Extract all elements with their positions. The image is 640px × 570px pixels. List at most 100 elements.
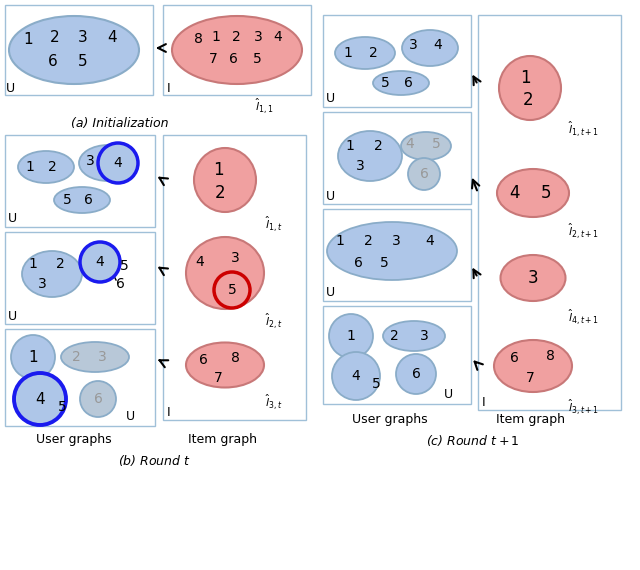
Text: 6: 6 xyxy=(84,193,92,207)
Text: 5: 5 xyxy=(228,283,236,297)
Ellipse shape xyxy=(500,255,566,301)
Ellipse shape xyxy=(402,30,458,66)
Text: $\hat{l}_{1,t}$: $\hat{l}_{1,t}$ xyxy=(265,215,283,234)
Text: 3: 3 xyxy=(38,277,46,291)
Circle shape xyxy=(329,314,373,358)
Text: 1: 1 xyxy=(347,329,355,343)
Text: 3: 3 xyxy=(78,31,88,46)
FancyBboxPatch shape xyxy=(5,135,155,227)
Text: $\hat{l}_{1,1}$: $\hat{l}_{1,1}$ xyxy=(255,97,274,116)
Circle shape xyxy=(408,158,440,190)
Circle shape xyxy=(11,335,55,379)
Text: 3: 3 xyxy=(86,154,94,168)
Text: $\hat{l}_{2,t}$: $\hat{l}_{2,t}$ xyxy=(265,312,283,332)
Text: 8: 8 xyxy=(230,351,239,365)
Text: 2: 2 xyxy=(369,46,378,60)
Text: 4: 4 xyxy=(196,255,204,269)
Text: $\hat{l}_{1,t+1}$: $\hat{l}_{1,t+1}$ xyxy=(568,120,599,140)
Ellipse shape xyxy=(79,145,137,181)
Text: I: I xyxy=(167,405,171,418)
Text: 4: 4 xyxy=(351,369,360,383)
Text: 6: 6 xyxy=(353,256,362,270)
Text: $\hat{l}_{2,t+1}$: $\hat{l}_{2,t+1}$ xyxy=(568,222,599,242)
Text: 5: 5 xyxy=(253,52,261,66)
FancyBboxPatch shape xyxy=(5,232,155,324)
Ellipse shape xyxy=(401,132,451,160)
Text: 1: 1 xyxy=(28,349,38,364)
Text: 6: 6 xyxy=(412,367,420,381)
Circle shape xyxy=(332,352,380,400)
Text: 7: 7 xyxy=(525,371,534,385)
Text: 5: 5 xyxy=(381,76,389,90)
Text: 1: 1 xyxy=(520,69,531,87)
Ellipse shape xyxy=(22,251,82,297)
Text: $\hat{l}_{3,t+1}$: $\hat{l}_{3,t+1}$ xyxy=(568,398,599,417)
Text: 2: 2 xyxy=(50,31,60,46)
Text: $\hat{l}_{4,t+1}$: $\hat{l}_{4,t+1}$ xyxy=(568,308,599,328)
Text: 6: 6 xyxy=(404,76,412,90)
Text: 6: 6 xyxy=(93,392,102,406)
Text: 7: 7 xyxy=(209,52,218,66)
Text: 2: 2 xyxy=(232,30,241,44)
Ellipse shape xyxy=(194,148,256,212)
Text: 1: 1 xyxy=(29,257,37,271)
Text: 5: 5 xyxy=(120,259,129,273)
Text: U: U xyxy=(5,82,15,95)
Text: 4: 4 xyxy=(274,30,282,44)
Ellipse shape xyxy=(172,16,302,84)
Ellipse shape xyxy=(338,131,402,181)
Ellipse shape xyxy=(497,169,569,217)
Text: 2: 2 xyxy=(523,91,533,109)
Circle shape xyxy=(14,373,66,425)
FancyBboxPatch shape xyxy=(478,15,621,410)
Text: 5: 5 xyxy=(380,256,388,270)
Text: I: I xyxy=(482,396,486,409)
Text: 3: 3 xyxy=(230,251,239,265)
Text: U: U xyxy=(325,189,335,202)
Text: User graphs: User graphs xyxy=(36,434,112,446)
Circle shape xyxy=(214,272,250,308)
Text: 4: 4 xyxy=(35,392,45,406)
Ellipse shape xyxy=(18,151,74,183)
Text: U: U xyxy=(325,92,335,105)
Text: 3: 3 xyxy=(98,350,106,364)
Text: U: U xyxy=(8,213,17,226)
FancyBboxPatch shape xyxy=(5,329,155,426)
FancyBboxPatch shape xyxy=(323,306,471,404)
Circle shape xyxy=(80,242,120,282)
Text: 3: 3 xyxy=(528,269,538,287)
FancyBboxPatch shape xyxy=(323,209,471,301)
Text: 6: 6 xyxy=(116,277,124,291)
Text: 2: 2 xyxy=(47,160,56,174)
Text: 5: 5 xyxy=(58,400,67,414)
Text: Item graph: Item graph xyxy=(495,413,564,426)
Text: 1: 1 xyxy=(335,234,344,248)
Text: 2: 2 xyxy=(364,234,372,248)
Text: 2: 2 xyxy=(72,350,81,364)
FancyBboxPatch shape xyxy=(163,5,311,95)
Text: 5: 5 xyxy=(372,377,380,391)
Text: 1: 1 xyxy=(212,30,220,44)
Text: 3: 3 xyxy=(408,38,417,52)
Ellipse shape xyxy=(54,187,110,213)
Text: U: U xyxy=(125,410,134,424)
Text: (a) Initialization: (a) Initialization xyxy=(71,117,169,130)
Text: U: U xyxy=(325,287,335,299)
Ellipse shape xyxy=(186,343,264,388)
Text: 4: 4 xyxy=(434,38,442,52)
Text: 1: 1 xyxy=(344,46,353,60)
Text: 4: 4 xyxy=(406,137,414,151)
Ellipse shape xyxy=(327,222,457,280)
Text: $\hat{l}_{3,t}$: $\hat{l}_{3,t}$ xyxy=(265,393,283,413)
Text: 1: 1 xyxy=(346,139,355,153)
Text: 1: 1 xyxy=(212,161,223,179)
FancyBboxPatch shape xyxy=(323,112,471,204)
Text: 6: 6 xyxy=(509,351,518,365)
Text: User graphs: User graphs xyxy=(352,413,428,426)
Text: (c) Round $t+1$: (c) Round $t+1$ xyxy=(426,433,520,447)
Ellipse shape xyxy=(383,321,445,351)
FancyBboxPatch shape xyxy=(163,135,306,420)
Text: 5: 5 xyxy=(431,137,440,151)
Text: 4: 4 xyxy=(107,31,117,46)
Ellipse shape xyxy=(499,56,561,120)
